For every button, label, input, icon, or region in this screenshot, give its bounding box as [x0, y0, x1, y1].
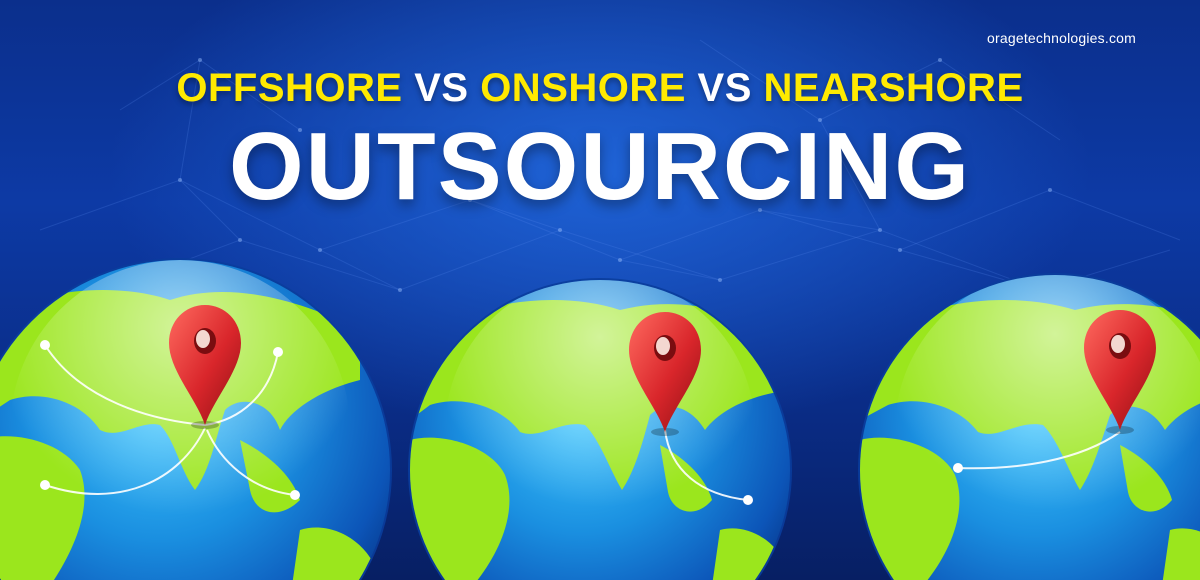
headline: OFFSHORE VS ONSHORE VS NEARSHORE — [0, 62, 1200, 114]
location-pin-icon — [629, 312, 701, 436]
site-url[interactable]: oragetechnologies.com — [987, 30, 1136, 46]
headline-nearshore: NEARSHORE — [763, 66, 1024, 110]
globe-icon-onshore — [408, 278, 792, 580]
headline-vs-2: VS — [685, 66, 764, 110]
location-pin-icon — [1084, 310, 1156, 434]
globe-icon-offshore — [0, 258, 392, 580]
headline-onshore: ONSHORE — [480, 66, 686, 110]
location-pin-icon — [169, 305, 241, 429]
main-title: OUTSOURCING — [229, 113, 971, 220]
headline-offshore: OFFSHORE — [176, 66, 403, 110]
headline-vs-1: VS — [402, 66, 481, 110]
globe-icon-nearshore — [858, 273, 1200, 580]
